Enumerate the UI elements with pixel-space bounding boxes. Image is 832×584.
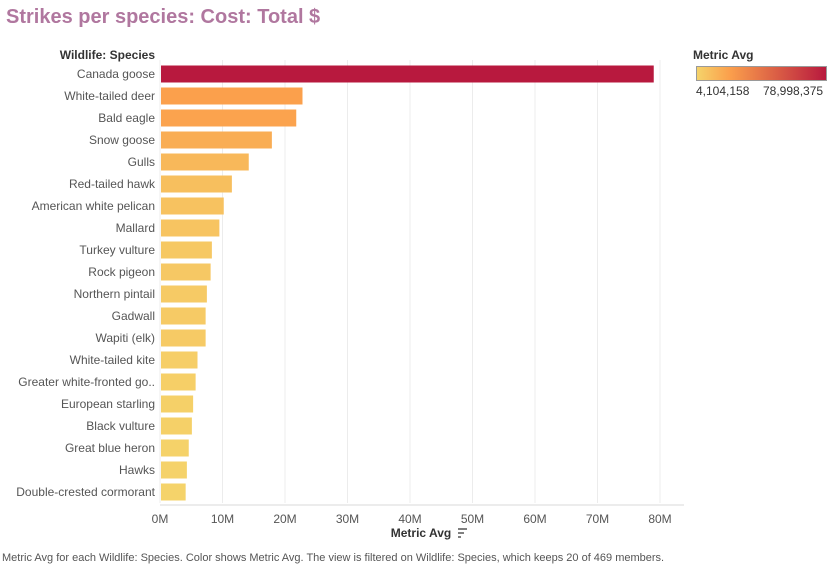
- bar[interactable]: [161, 307, 206, 325]
- bar[interactable]: [161, 219, 220, 237]
- x-tick-label: 0M: [152, 512, 169, 526]
- legend-title: Metric Avg: [693, 48, 754, 62]
- bar[interactable]: [161, 65, 654, 83]
- chart-title: Strikes per species: Cost: Total $: [6, 6, 321, 28]
- category-label: Gadwall: [112, 309, 155, 323]
- bar[interactable]: [161, 241, 212, 259]
- category-labels: Canada goose White-tailed deer Bald eagle S…: [16, 67, 156, 499]
- bar[interactable]: [161, 461, 187, 479]
- x-tick-label: 40M: [398, 512, 421, 526]
- category-label: White-tailed kite: [70, 353, 156, 367]
- x-tick-label: 20M: [273, 512, 296, 526]
- x-tick-label: 50M: [461, 512, 484, 526]
- x-axis-title: Metric Avg: [391, 526, 451, 540]
- color-legend-ramp: [696, 66, 827, 81]
- legend-max-label: 78,998,375: [763, 84, 824, 98]
- category-label: Great blue heron: [65, 441, 155, 455]
- bar[interactable]: [161, 285, 207, 303]
- category-label: Greater white-fronted go..: [18, 375, 155, 389]
- category-label: Double-crested cormorant: [16, 485, 155, 499]
- category-label: Rock pigeon: [88, 265, 155, 279]
- bar[interactable]: [161, 131, 272, 149]
- category-label: Mallard: [116, 221, 155, 235]
- x-tick-label: 30M: [336, 512, 359, 526]
- bar[interactable]: [161, 263, 211, 281]
- bar[interactable]: [161, 153, 249, 171]
- bar[interactable]: [161, 351, 198, 369]
- legend-min-label: 4,104,158: [696, 84, 750, 98]
- x-tick-labels: 0M 10M 20M 30M 40M 50M 60M 70M 80M: [152, 512, 672, 526]
- category-label: Red-tailed hawk: [69, 177, 156, 191]
- category-label: Bald eagle: [98, 111, 155, 125]
- bar[interactable]: [161, 197, 224, 215]
- bar[interactable]: [161, 395, 194, 413]
- x-tick-label: 70M: [586, 512, 609, 526]
- bar[interactable]: [161, 175, 232, 193]
- grid-lines: [159, 60, 661, 503]
- row-header: Wildlife: Species: [60, 48, 156, 62]
- category-label: American white pelican: [32, 199, 155, 213]
- category-label: Wapiti (elk): [95, 331, 155, 345]
- x-tick-label: 80M: [648, 512, 671, 526]
- category-label: Northern pintail: [74, 287, 155, 301]
- bar[interactable]: [161, 439, 189, 457]
- bar[interactable]: [161, 417, 192, 435]
- bar[interactable]: [161, 109, 297, 127]
- bar[interactable]: [161, 329, 206, 347]
- category-label: European starling: [61, 397, 155, 411]
- bar[interactable]: [161, 373, 196, 391]
- category-label: Snow goose: [89, 133, 155, 147]
- category-label: Gulls: [128, 155, 155, 169]
- x-tick-label: 10M: [211, 512, 234, 526]
- category-label: Canada goose: [77, 67, 155, 81]
- category-label: Black vulture: [86, 419, 155, 433]
- x-tick-label: 60M: [523, 512, 546, 526]
- bar[interactable]: [161, 483, 186, 501]
- category-label: Hawks: [119, 463, 155, 477]
- category-label: White-tailed deer: [64, 89, 155, 103]
- bar[interactable]: [161, 87, 303, 105]
- chart-caption: Metric Avg for each Wildlife: Species. C…: [2, 552, 665, 564]
- bars: [161, 65, 654, 501]
- sort-descending-icon[interactable]: [458, 528, 467, 538]
- category-label: Turkey vulture: [79, 243, 155, 257]
